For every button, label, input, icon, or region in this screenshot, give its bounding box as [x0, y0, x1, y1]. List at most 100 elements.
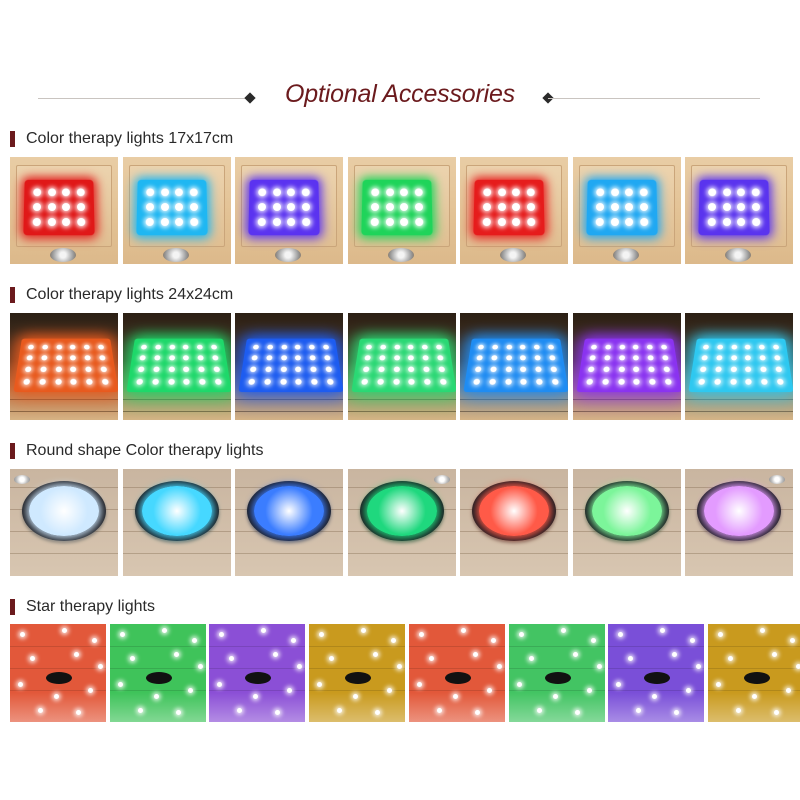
ceiling-line — [10, 668, 106, 669]
star-light-icon — [517, 682, 522, 687]
led-dot — [85, 366, 92, 372]
led-dot — [745, 344, 751, 349]
led-dot — [146, 189, 154, 197]
led-dot — [702, 355, 709, 360]
led-dot — [197, 355, 203, 360]
led-dot — [536, 378, 543, 384]
led-dot — [527, 218, 535, 226]
star-light-icon — [375, 710, 380, 715]
led-dot — [730, 366, 736, 372]
led-dot — [408, 344, 414, 349]
led-dot — [101, 378, 108, 384]
light-lens — [367, 486, 437, 536]
spotlight-icon — [769, 475, 785, 484]
led-dot — [302, 218, 310, 226]
led-dot — [745, 355, 751, 360]
star-light-icon — [491, 638, 496, 643]
led-dot — [84, 355, 90, 360]
star-light-icon — [273, 652, 278, 657]
light-thumbnail — [235, 469, 343, 576]
speaker-hole-icon — [245, 672, 271, 684]
led-dot — [660, 344, 666, 349]
star-light-icon — [587, 688, 592, 693]
led-dot — [160, 189, 168, 197]
led-dot — [189, 218, 197, 226]
led-dot — [280, 378, 287, 384]
star-light-icon — [660, 628, 665, 633]
led-dot — [483, 189, 491, 197]
spotlight-icon — [434, 475, 450, 484]
wood-plank — [235, 399, 343, 400]
star-light-icon — [690, 638, 695, 643]
led-dot — [385, 203, 393, 211]
ceiling-line — [110, 646, 206, 647]
star-light-icon — [591, 638, 596, 643]
ceiling-line — [708, 646, 800, 647]
led-dot — [385, 189, 393, 197]
led-dot — [366, 344, 372, 349]
led-grid — [131, 342, 226, 388]
led-dot — [86, 378, 93, 384]
led-dot — [210, 344, 216, 349]
section-label-24x24: Color therapy lights 24x24cm — [10, 284, 233, 306]
led-dot — [478, 344, 484, 349]
led-dot — [287, 218, 295, 226]
led-dot — [211, 355, 218, 360]
led-dot — [370, 218, 378, 226]
led-dot — [639, 203, 647, 211]
led-dot — [737, 189, 745, 197]
led-dot — [56, 344, 62, 349]
led-dot — [512, 203, 520, 211]
wood-plank — [348, 399, 456, 400]
color-panel — [13, 339, 118, 392]
star-light-icon — [519, 632, 524, 637]
led-dot — [551, 378, 558, 384]
led-dot — [167, 378, 174, 384]
ceiling-knob-icon — [725, 248, 751, 262]
star-light-icon — [475, 710, 480, 715]
light-thumbnail — [573, 157, 681, 264]
led-dot — [759, 355, 765, 360]
color-panel — [238, 339, 343, 392]
star-light-icon — [319, 632, 324, 637]
section-marker-icon — [10, 131, 15, 147]
wood-plank — [123, 411, 231, 412]
star-light-icon — [573, 652, 578, 657]
led-dot — [326, 378, 333, 384]
star-light-icon — [718, 632, 723, 637]
ceiling-line — [123, 553, 231, 554]
star-light-icon — [162, 628, 167, 633]
led-dot — [280, 366, 286, 372]
star-light-icon — [62, 628, 67, 633]
led-dot — [703, 344, 709, 349]
light-thumbnail — [10, 313, 118, 420]
led-dot — [55, 378, 62, 384]
led-dot — [647, 355, 653, 360]
led-dot — [393, 366, 399, 372]
light-thumbnail — [348, 157, 456, 264]
led-dot — [610, 218, 618, 226]
section-marker-icon — [10, 599, 15, 615]
led-dot — [281, 344, 287, 349]
light-lens — [592, 486, 662, 536]
star-light-icon — [198, 664, 203, 669]
led-dot — [56, 355, 62, 360]
star-light-icon — [461, 628, 466, 633]
wood-plank — [460, 399, 568, 400]
led-dot — [48, 203, 56, 211]
led-dot — [595, 218, 603, 226]
led-dot — [625, 218, 633, 226]
led-dot — [295, 344, 301, 349]
led-dot — [28, 344, 34, 349]
led-dot — [400, 189, 408, 197]
led-dot — [379, 355, 385, 360]
led-dot — [700, 366, 707, 372]
led-dot — [506, 344, 512, 349]
led-dot — [520, 355, 526, 360]
led-dot — [759, 344, 765, 349]
led-dot — [377, 378, 384, 384]
led-dot — [302, 203, 310, 211]
led-dot — [392, 378, 399, 384]
led-dot — [371, 189, 379, 197]
led-dot — [723, 218, 731, 226]
